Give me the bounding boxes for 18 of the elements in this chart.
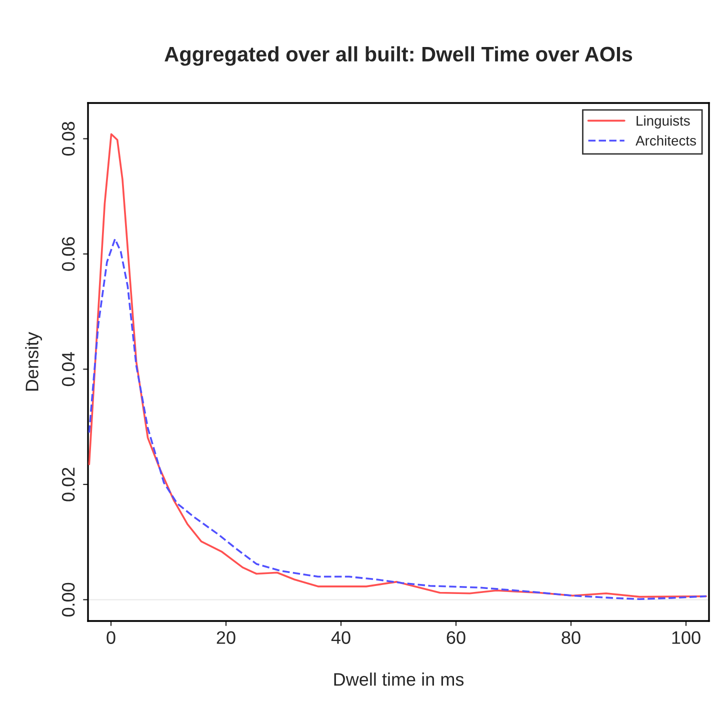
x-tick-label: 0 (106, 631, 116, 644)
y-tick-label: 0.08 (62, 122, 75, 156)
line-series (88, 238, 708, 600)
y-tick-label: 0.02 (62, 468, 75, 502)
y-tick-label: 0.00 (62, 582, 75, 617)
x-tick-label: 60 (446, 631, 466, 644)
x-tick-label: 100 (672, 631, 700, 644)
y-axis-title: Density (25, 332, 42, 391)
x-tick-label: 20 (216, 631, 236, 644)
legend-label: Architects (636, 135, 696, 146)
x-tick-label: 80 (562, 631, 580, 644)
y-tick-label: 0.06 (62, 237, 75, 271)
line-series (88, 133, 708, 598)
chart-title: Aggregated over all built: Dwell Time over AOIs (164, 46, 632, 66)
legend-label: Linguists (636, 116, 690, 128)
y-tick-label: 0.04 (62, 352, 75, 386)
x-tick-label: 40 (331, 631, 350, 644)
x-axis-title: Dwell time in ms (334, 672, 464, 686)
